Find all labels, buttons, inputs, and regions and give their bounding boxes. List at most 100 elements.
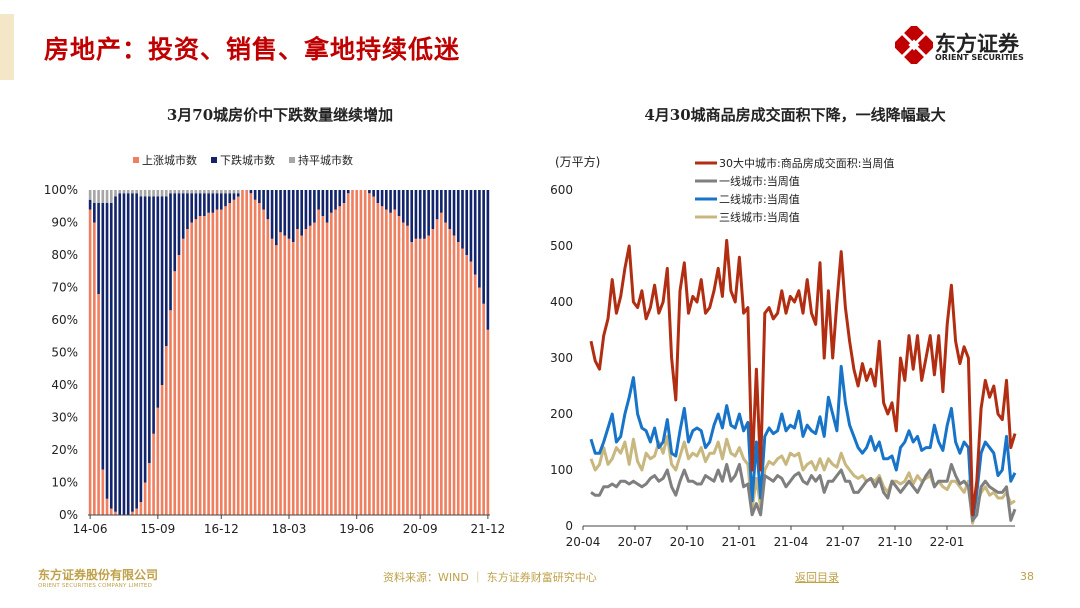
bar-segment-2 — [181, 190, 185, 194]
left-chart-title: 3月70城房价中下跌数量继续增加 — [166, 106, 394, 124]
bar-segment-0 — [241, 190, 244, 515]
bar-segment-2 — [207, 190, 210, 194]
bar-segment-1 — [93, 203, 96, 223]
bar-segment-0 — [148, 463, 151, 515]
bar-segment-1 — [118, 193, 122, 515]
bar-segment-0 — [105, 498, 109, 515]
bar-segment-1 — [253, 190, 257, 200]
x-tick-label: 22-01 — [930, 535, 965, 549]
bar-segment-1 — [122, 193, 126, 515]
x-tick-label: 20-04 — [566, 535, 601, 549]
bar-segment-1 — [139, 196, 143, 502]
bar-segment-1 — [270, 190, 274, 239]
back-to-contents-link[interactable]: 返回目录 — [795, 571, 839, 584]
bar-segment-0 — [211, 212, 215, 515]
bar-segment-0 — [181, 238, 185, 515]
bar-segment-0 — [169, 310, 172, 515]
line-chart: (万平方) 30大中城市:商品房成交面积:当周值一线城市:当周值二线城市:当周值三… — [550, 154, 1017, 549]
bar-segment-1 — [203, 193, 206, 216]
bar-segment-1 — [410, 190, 414, 242]
bar-segment-1 — [114, 196, 117, 512]
bar-segment-1 — [368, 190, 371, 194]
bar-segment-0 — [236, 196, 240, 515]
y-tick-label: 600 — [550, 183, 573, 197]
bar-segment-1 — [465, 190, 469, 255]
bar-segment-1 — [181, 193, 185, 239]
bar-segment-1 — [109, 203, 113, 509]
bar-segment-0 — [198, 216, 202, 515]
bar-segment-0 — [486, 329, 490, 515]
bar-segment-2 — [190, 190, 193, 194]
bar-segment-1 — [279, 190, 282, 233]
bar-segment-1 — [160, 196, 164, 385]
y-tick-label: 0% — [59, 508, 78, 522]
bar-segment-1 — [291, 190, 295, 242]
y-tick-label: 400 — [550, 295, 573, 309]
bar-segment-0 — [131, 511, 134, 515]
x-tick-label: 21-07 — [826, 535, 861, 549]
y-tick-label: 20% — [51, 443, 78, 457]
bar-segment-1 — [342, 190, 346, 203]
series-line-1 — [590, 462, 1017, 522]
y-tick-label: 40% — [51, 378, 78, 392]
bar-segment-0 — [423, 238, 426, 515]
legend-label-2: 持平城市数 — [298, 153, 353, 167]
bar-segment-1 — [385, 190, 388, 210]
bar-segment-2 — [186, 190, 189, 194]
y-tick-label: 200 — [550, 407, 573, 421]
bar-segment-2 — [160, 190, 164, 197]
bar-segment-1 — [452, 190, 456, 236]
bar-segment-2 — [114, 190, 117, 197]
legend-label-3: 三线城市:当周值 — [719, 210, 800, 224]
bar-segment-0 — [444, 222, 447, 515]
bar-segment-1 — [164, 196, 168, 346]
bar-segment-2 — [203, 190, 206, 194]
bar-segment-0 — [410, 242, 414, 515]
accent-bar — [0, 14, 14, 80]
y-tick-label: 50% — [51, 346, 78, 360]
bar-segment-0 — [253, 199, 257, 515]
bar-segment-0 — [135, 508, 138, 515]
bar-segment-0 — [88, 209, 92, 515]
bar-segment-1 — [131, 193, 134, 512]
bar-segment-0 — [478, 287, 481, 515]
bar-segment-1 — [444, 190, 447, 223]
bar-segment-1 — [143, 196, 147, 483]
data-source: 资料来源：WIND ｜ 东方证券财富研究中心 — [383, 571, 597, 584]
bar-segment-2 — [177, 190, 181, 194]
bar-segment-0 — [376, 203, 380, 515]
legend-swatch-1 — [211, 157, 217, 163]
bar-segment-0 — [224, 206, 227, 515]
bar-segment-0 — [334, 209, 337, 515]
bar-segment-0 — [245, 190, 248, 515]
bar-segment-1 — [338, 190, 342, 207]
x-tick-label: 21-04 — [774, 535, 809, 549]
bar-segment-0 — [431, 229, 435, 515]
bar-segment-0 — [397, 216, 401, 515]
bar-segment-1 — [152, 196, 155, 434]
bar-segment-1 — [456, 190, 460, 242]
footer-company-cn: 东方证券股份有限公司 — [38, 568, 159, 582]
bar-segment-0 — [342, 203, 346, 515]
bar-segment-1 — [414, 190, 418, 239]
bar-segment-1 — [473, 190, 477, 275]
bar-segment-0 — [465, 255, 469, 515]
bar-segment-1 — [482, 190, 485, 304]
bar-segment-2 — [156, 190, 160, 197]
bar-segment-1 — [423, 190, 426, 239]
bar-segment-1 — [304, 190, 308, 229]
bar-segment-0 — [427, 235, 430, 515]
bar-segment-0 — [393, 209, 397, 515]
bar-segment-0 — [308, 225, 312, 515]
bar-segment-1 — [321, 190, 325, 216]
bar-segment-1 — [427, 190, 430, 236]
bar-segment-0 — [207, 212, 210, 515]
bar-segment-0 — [164, 346, 168, 515]
bar-segment-2 — [105, 190, 109, 203]
y-tick-label: 80% — [51, 248, 78, 262]
x-tick-label: 20-09 — [403, 522, 438, 536]
bar-segment-0 — [372, 196, 375, 515]
bar-segment-2 — [109, 190, 113, 203]
bar-segment-0 — [351, 190, 354, 515]
bar-segment-0 — [173, 271, 177, 515]
